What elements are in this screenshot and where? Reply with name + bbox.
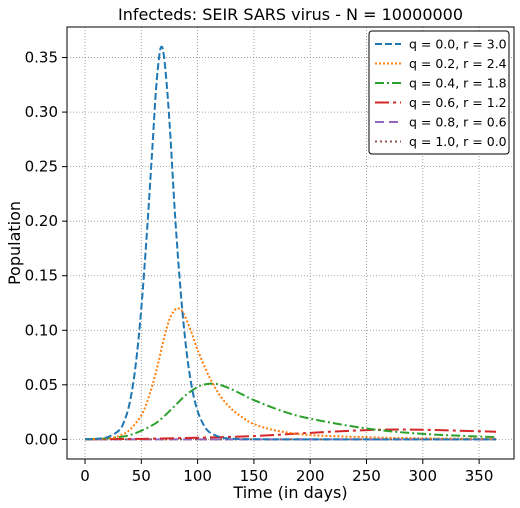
legend-label: q = 1.0, r = 0.0 (409, 134, 507, 149)
legend-label: q = 0.4, r = 1.8 (409, 76, 507, 91)
x-tick-label: 350 (465, 467, 494, 485)
y-tick-label: 0.10 (25, 321, 58, 339)
legend-label: q = 0.2, r = 2.4 (409, 56, 507, 71)
legend-label: q = 0.6, r = 1.2 (409, 95, 507, 110)
x-tick-label: 100 (183, 467, 212, 485)
x-tick-label: 250 (352, 467, 381, 485)
y-axis-label: Population (5, 201, 24, 285)
y-tick-label: 0.30 (25, 103, 58, 121)
y-tick-label: 0.20 (25, 212, 58, 230)
legend: q = 0.0, r = 3.0 q = 0.2, r = 2.4 q = 0.4,… (369, 31, 509, 154)
x-tick-label: 50 (132, 467, 151, 485)
x-tick-label: 0 (80, 467, 90, 485)
legend-label: q = 0.0, r = 3.0 (409, 37, 507, 52)
legend-label: q = 0.8, r = 0.6 (409, 115, 507, 130)
y-tick-label: 0.25 (25, 158, 58, 176)
y-tick-label: 0.00 (25, 430, 58, 448)
x-axis-label: Time (in days) (232, 483, 347, 502)
y-tick-label: 0.15 (25, 267, 58, 285)
y-tick-label: 0.35 (25, 49, 58, 67)
y-tick-label: 0.05 (25, 376, 58, 394)
chart-title: Infecteds: SEIR SARS virus - N = 1000000… (118, 5, 463, 24)
x-tick-label: 300 (408, 467, 437, 485)
